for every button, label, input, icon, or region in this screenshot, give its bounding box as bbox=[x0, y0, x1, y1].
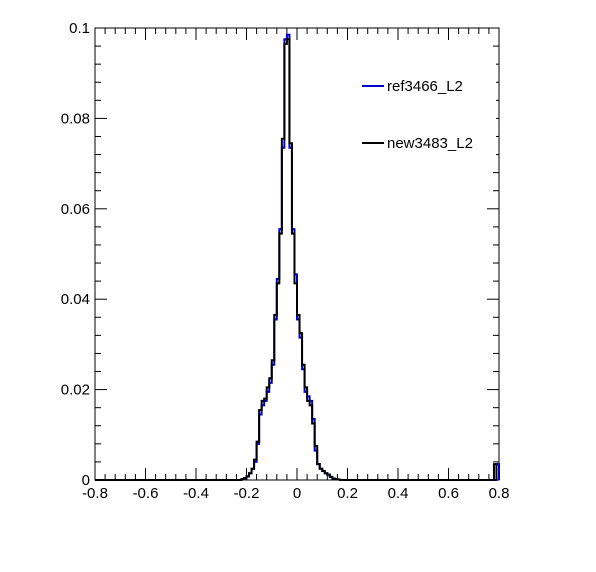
x-tick-label: -0.2 bbox=[234, 485, 260, 502]
x-tick-labels: -0.8 -0.6 -0.4 -0.2 0 0.2 0.4 0.6 0.8 bbox=[82, 485, 509, 502]
x-tick-label: -0.8 bbox=[82, 485, 108, 502]
x-tick-label: 0.6 bbox=[438, 485, 459, 502]
y-tick-label: 0.04 bbox=[61, 291, 90, 308]
x-tick-label: -0.4 bbox=[183, 485, 209, 502]
y-tick-label: 0.1 bbox=[69, 20, 90, 37]
x-tick-label: 0.4 bbox=[388, 485, 409, 502]
x-tick-label: -0.6 bbox=[133, 485, 159, 502]
y-tick-labels: 0 0.02 0.04 0.06 0.08 0.1 bbox=[61, 20, 90, 489]
x-tick-label: 0 bbox=[293, 485, 301, 502]
legend-label: ref3466_L2 bbox=[387, 78, 463, 95]
y-tick-label: 0.02 bbox=[61, 382, 90, 399]
x-tick-label: 0.8 bbox=[489, 485, 510, 502]
y-tick-label: 0 bbox=[82, 472, 90, 489]
y-tick-label: 0.08 bbox=[61, 110, 90, 127]
series-line-new3483_L2 bbox=[95, 38, 498, 481]
y-tick-label: 0.06 bbox=[61, 201, 90, 218]
legend: ref3466_L2 new3483_L2 bbox=[358, 50, 496, 168]
series-layer bbox=[95, 33, 500, 481]
legend-label: new3483_L2 bbox=[387, 135, 473, 152]
x-tick-label: 0.2 bbox=[337, 485, 358, 502]
legend-box bbox=[358, 50, 496, 168]
